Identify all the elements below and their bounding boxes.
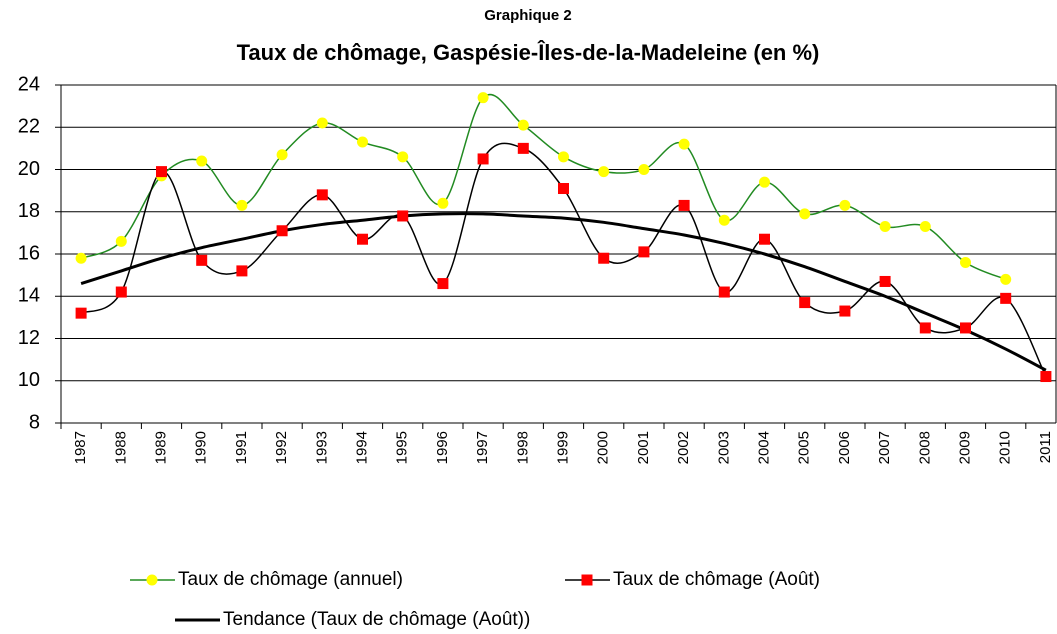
legend-label: Taux de chômage (annuel) [178,569,403,590]
data-point [718,286,730,298]
data-point [919,322,931,334]
x-tick-label: 2008 [916,431,933,464]
series-line [80,212,1047,372]
x-tick-label: 2004 [755,431,772,464]
legend-marker [146,574,158,586]
data-point [477,153,489,165]
x-tick-label: 1996 [434,431,451,464]
data-point [919,221,931,233]
x-tick-label: 2009 [956,431,973,464]
data-point [357,233,368,245]
chart-title: Taux de chômage, Gaspésie-Îles-de-la-Mad… [237,40,820,65]
x-tick-label: 1998 [514,431,531,464]
data-point [397,151,409,163]
y-tick-label: 8 [29,411,40,433]
data-point [276,225,288,237]
legend-marker [581,574,593,586]
data-point [598,166,610,178]
data-point [718,214,730,226]
x-tick-label: 1990 [193,431,210,464]
data-point [115,286,127,298]
x-tick-label: 1993 [313,431,330,464]
x-tick-label: 2000 [595,431,612,464]
data-point [517,119,529,131]
data-point [678,138,690,150]
data-point [316,117,328,129]
data-point [316,189,328,201]
x-tick-label: 2005 [796,431,813,464]
data-point [759,233,770,245]
x-tick-label: 2010 [997,431,1014,464]
y-tick-label: 18 [18,200,40,222]
data-point [276,149,288,161]
data-point [236,199,248,211]
chart-supertitle: Graphique 2 [484,7,572,24]
x-tick-label: 1987 [72,431,89,464]
data-point [75,252,87,264]
y-tick-label: 16 [18,242,40,264]
data-point [759,176,770,188]
x-tick-label: 2007 [876,431,893,464]
data-point [196,155,208,167]
y-tick-label: 24 [18,73,40,95]
data-point [879,275,891,287]
data-point [437,278,449,290]
data-point [799,297,811,309]
x-tick-label: 1991 [233,431,250,464]
x-tick-label: 2006 [836,431,853,464]
data-point [196,254,208,266]
x-tick-label: 1995 [394,431,411,464]
y-tick-label: 14 [18,285,40,307]
data-point [156,166,167,178]
data-point [517,142,529,154]
y-tick-label: 12 [18,327,40,349]
series-line [80,94,1006,281]
y-tick-label: 22 [18,116,40,138]
y-tick-label: 20 [18,158,40,180]
x-tick-label: 2002 [675,431,692,464]
y-tick-label: 10 [18,369,40,391]
data-point [960,256,971,268]
data-point [437,197,449,209]
x-tick-label: 2011 [1037,431,1054,463]
data-point [839,305,851,317]
data-point [115,235,127,247]
data-point [638,246,650,258]
data-point [558,183,569,195]
data-point [1000,292,1012,304]
data-point [799,208,811,220]
data-point [236,265,248,277]
legend-label: Taux de chômage (Août) [613,569,820,590]
x-tick-label: 1992 [273,431,290,464]
data-point [839,199,851,211]
data-point [397,210,409,222]
data-point [75,307,87,319]
x-tick-label: 1999 [554,431,571,464]
x-tick-label: 1989 [152,431,169,464]
data-point [477,92,489,104]
x-tick-label: 1988 [112,431,129,464]
data-point [960,322,971,334]
legend-label: Tendance (Taux de chômage (Août)) [223,609,530,630]
series-line [80,142,1047,377]
data-point [1000,273,1012,285]
data-point [598,252,610,264]
x-tick-label: 2001 [635,431,652,464]
data-point [879,221,891,233]
data-point [638,164,650,175]
data-point [558,151,569,163]
x-tick-label: 1994 [353,431,370,464]
x-tick-label: 2003 [715,431,732,464]
x-tick-label: 1997 [474,431,491,464]
data-point [1040,371,1052,383]
data-point [678,199,690,211]
data-point [357,136,368,148]
